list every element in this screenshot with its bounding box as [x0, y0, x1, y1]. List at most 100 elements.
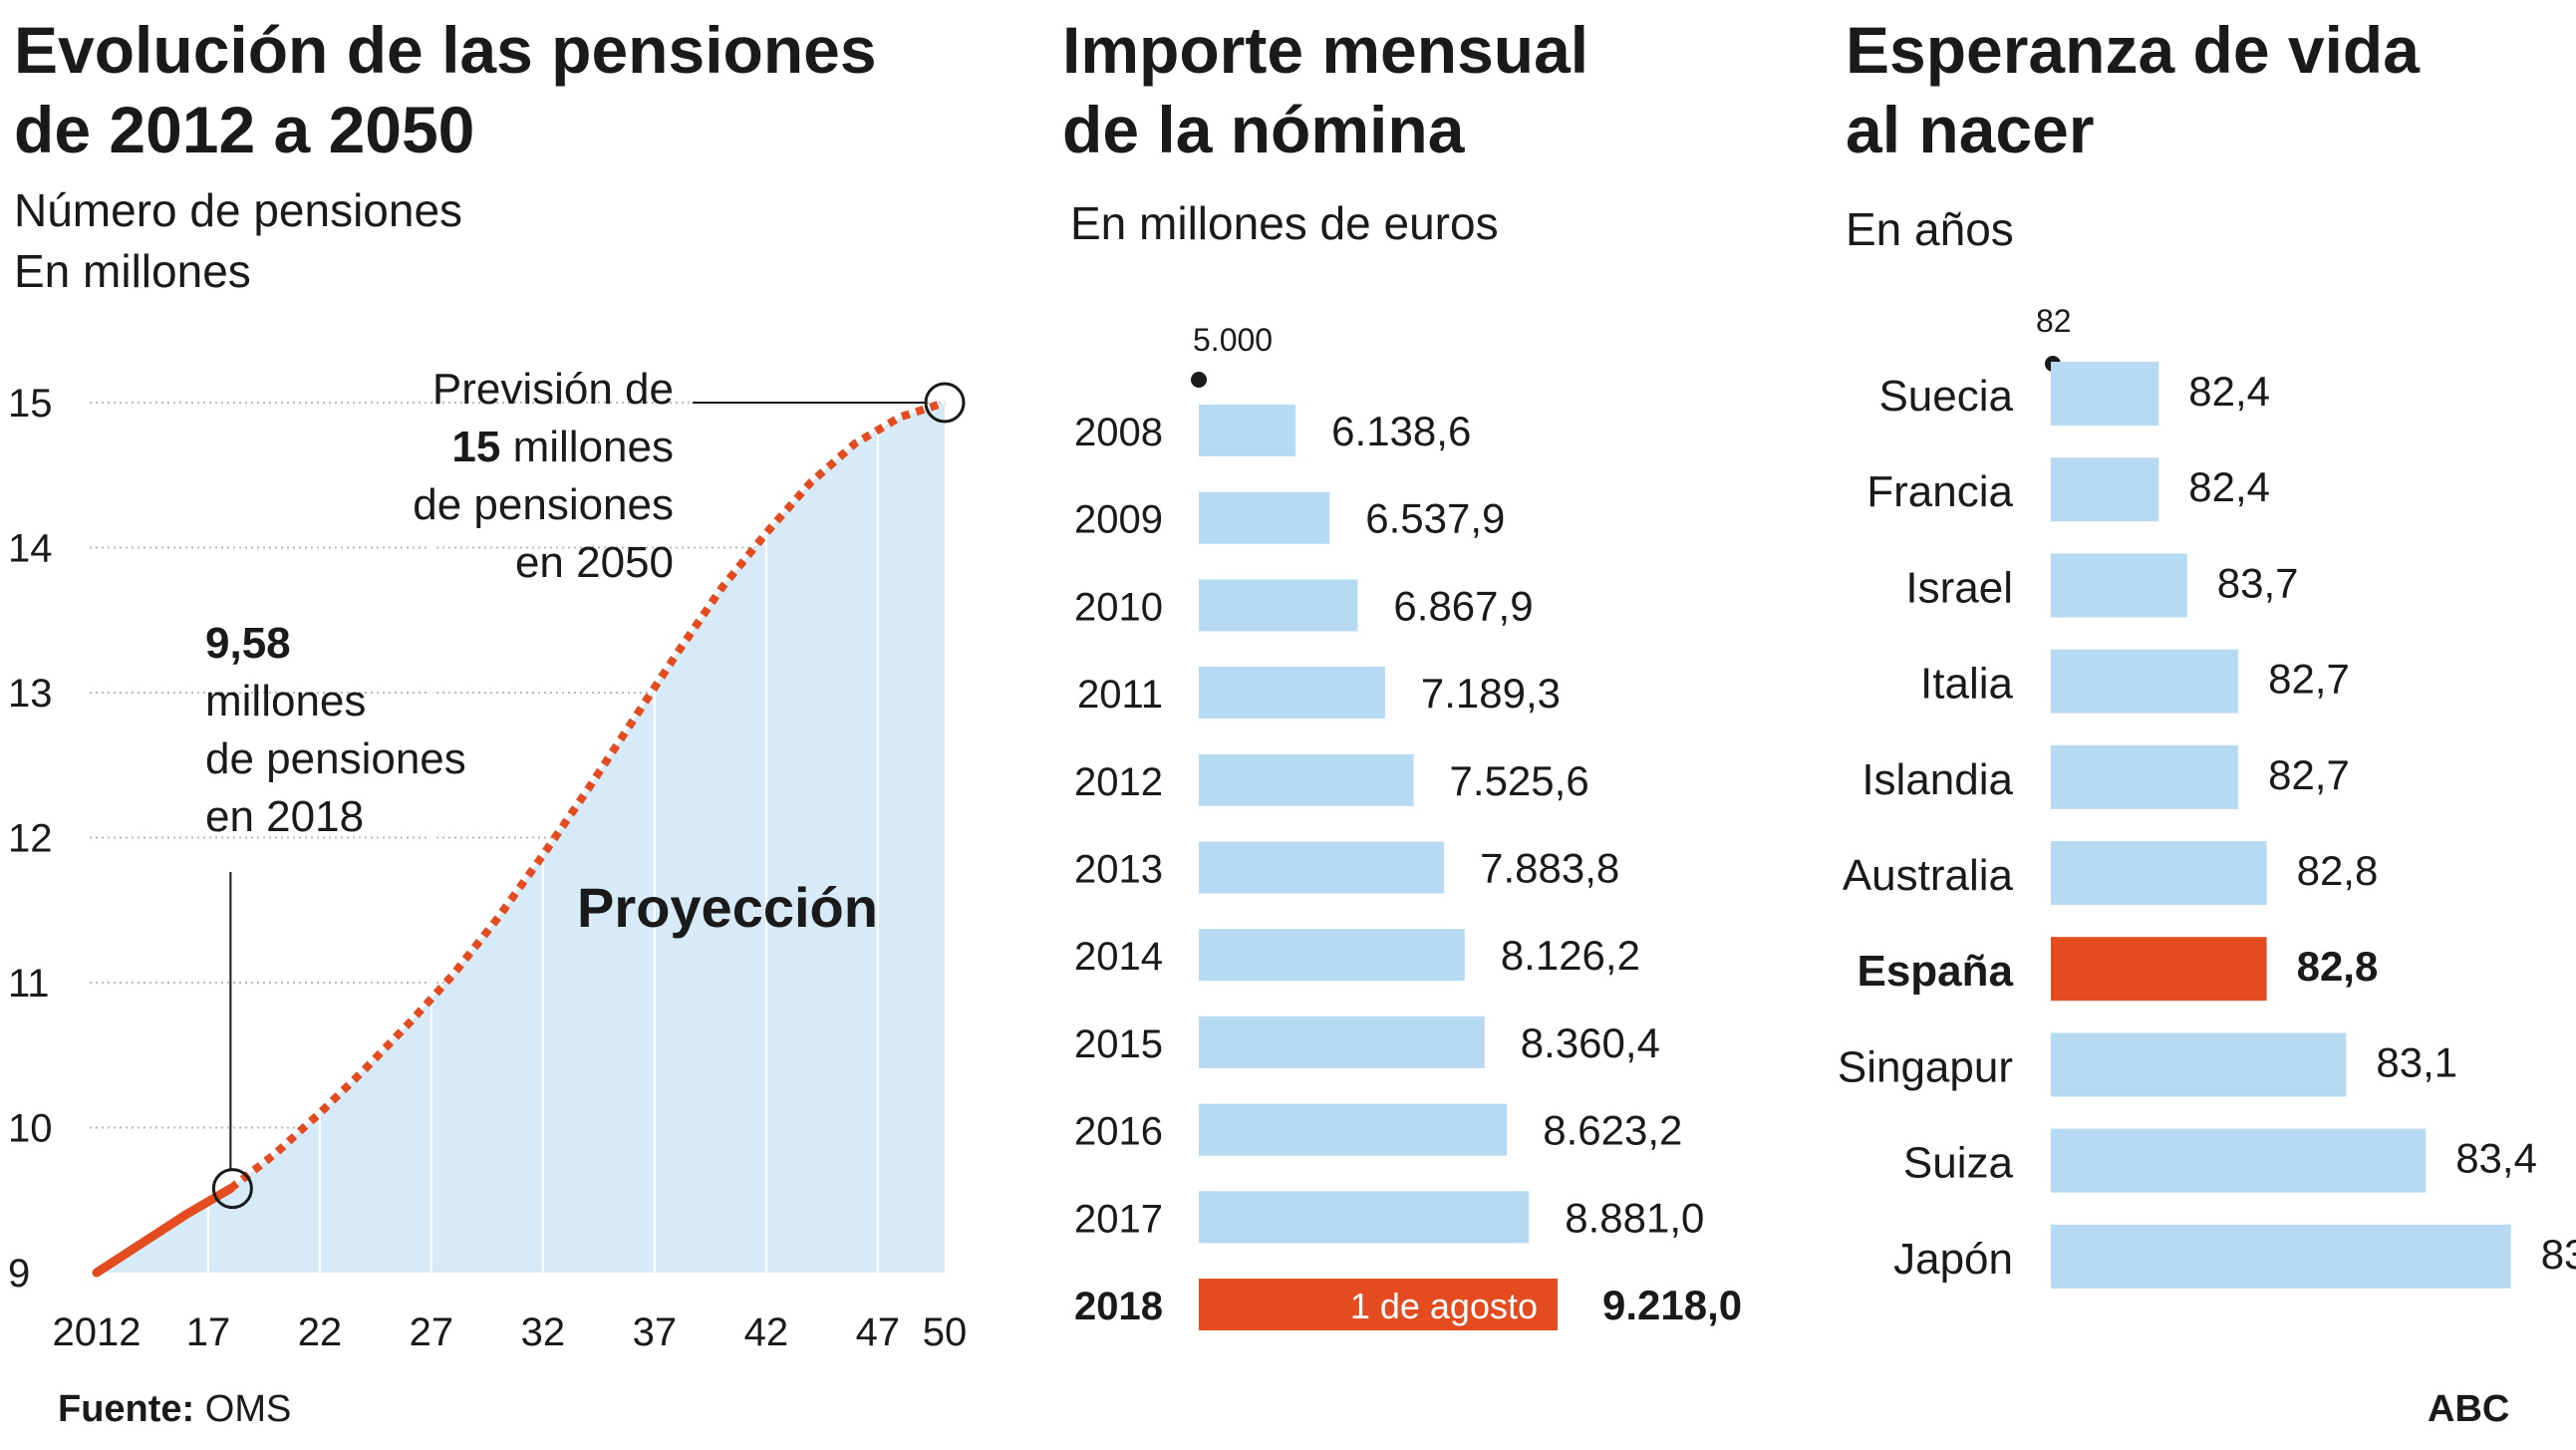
- projection-label: Proyección: [577, 876, 878, 939]
- annotation-2050-line3: de pensiones: [413, 480, 674, 529]
- country-label: España: [1857, 947, 2013, 996]
- value-label: 82,8: [2297, 847, 2379, 894]
- chart3-title: Esperanza de vida al nacer: [1846, 10, 2420, 169]
- annotation-2018-line: de pensiones: [205, 734, 466, 783]
- x-tick-label: 47: [856, 1310, 901, 1354]
- chart2-title-line1: Importe mensual: [1062, 13, 1589, 87]
- axis-start-dot: [1191, 372, 1207, 388]
- payroll-bar: [1199, 491, 1330, 544]
- country-label: Israel: [1905, 563, 2013, 612]
- life-expectancy-bar: [2051, 1032, 2347, 1097]
- year-label: 2010: [1074, 585, 1163, 629]
- year-label: 2017: [1074, 1197, 1163, 1241]
- year-label: 2008: [1074, 411, 1163, 454]
- payroll-bar: [1199, 1279, 1558, 1330]
- source-note: Fuente: OMS: [58, 1387, 291, 1431]
- country-label: Italia: [1920, 660, 2013, 709]
- year-label: 2012: [1074, 760, 1163, 804]
- value-label: 8.881,0: [1565, 1194, 1704, 1241]
- country-label: Francia: [1866, 467, 2013, 516]
- annotation-2050-line2-rest: millones: [500, 423, 674, 471]
- chart2-title: Importe mensual de la nómina: [1062, 10, 1588, 169]
- y-tick-label: 14: [8, 527, 53, 571]
- payroll-bar: [1199, 753, 1414, 806]
- life-expectancy-bar: [2051, 1224, 2511, 1289]
- life-expectancy-bar: [2051, 744, 2239, 809]
- chart1-subtitle: Número de pensiones En millones: [14, 180, 462, 302]
- y-tick-label: 12: [8, 817, 53, 861]
- payroll-bar: [1199, 1191, 1530, 1244]
- x-tick-label: 32: [521, 1310, 566, 1354]
- year-label: 2016: [1074, 1110, 1163, 1154]
- value-label: 82,4: [2188, 463, 2270, 510]
- x-tick-label: 37: [633, 1310, 678, 1354]
- annotation-2018-line: en 2018: [205, 792, 364, 841]
- payroll-bar: [1199, 405, 1296, 456]
- life-expectancy-bar: [2051, 362, 2159, 426]
- life-expectancy-bar: [2051, 457, 2159, 522]
- chart1-subtitle-line1: Número de pensiones: [14, 184, 463, 236]
- year-label: 2018: [1074, 1285, 1163, 1328]
- axis-start-label: 82: [2036, 303, 2072, 339]
- year-label: 2015: [1074, 1022, 1163, 1066]
- year-label: 2011: [1077, 673, 1163, 717]
- source-label: Fuente:: [58, 1388, 195, 1430]
- value-label: 6.537,9: [1365, 495, 1505, 542]
- chart1-title-line2: de 2012 a 2050: [14, 93, 475, 166]
- country-label: Islandia: [1861, 755, 2013, 804]
- value-label: 6.138,6: [1331, 408, 1471, 454]
- chart3-title-line1: Esperanza de vida: [1846, 13, 2420, 87]
- payroll-bar-chart: 5.000 2008 6.138,6 2009 6.537,9 2010 6.867,9 20…: [1074, 322, 1742, 1330]
- chart2-subtitle: En millones de euros: [1070, 193, 1499, 254]
- country-label: Australia: [1843, 851, 2014, 900]
- pensions-line-chart: 9 10 11 12 13 14 15 2012 17 22 27 32 37 42 47 50 9,58 mil…: [8, 365, 967, 1354]
- chart3-subtitle: En años: [1846, 199, 2014, 260]
- life-expectancy-bar: [2051, 1128, 2427, 1193]
- value-label: 7.189,3: [1421, 670, 1561, 717]
- value-label: 83,1: [2376, 1038, 2457, 1085]
- y-tick-label: 13: [8, 672, 53, 716]
- marker-2018: [211, 1168, 253, 1210]
- chart2-subtitle-line1: En millones de euros: [1070, 197, 1499, 249]
- payroll-bar: [1199, 1103, 1508, 1156]
- year-label: 2014: [1074, 935, 1163, 979]
- annotation-2050-line4: en 2050: [515, 538, 674, 587]
- payroll-bar: [1199, 667, 1385, 720]
- country-label: Suiza: [1903, 1139, 2014, 1188]
- life-expectancy-bar: [2051, 649, 2239, 714]
- axis-start-label: 5.000: [1193, 322, 1273, 358]
- value-label: 82,7: [2268, 656, 2350, 703]
- x-tick-label: 27: [410, 1310, 454, 1354]
- annotation-2018-value: 9,58: [205, 619, 291, 668]
- highlight-note: 1 de agosto: [1350, 1286, 1538, 1326]
- source-value: OMS: [194, 1388, 292, 1430]
- year-label: 2013: [1074, 848, 1163, 892]
- y-tick-label: 9: [8, 1252, 30, 1296]
- brand-text: ABC: [2428, 1388, 2510, 1430]
- x-tick-label: 22: [298, 1310, 343, 1354]
- value-label: 82,8: [2297, 943, 2379, 990]
- value-label: 83,4: [2455, 1135, 2537, 1182]
- y-tick-label: 10: [8, 1107, 53, 1151]
- x-tick-label: 2012: [53, 1310, 142, 1354]
- country-label: Japón: [1893, 1235, 2013, 1284]
- x-tick-label: 42: [744, 1310, 789, 1354]
- payroll-bar: [1199, 841, 1445, 894]
- life-expectancy-bar: [2051, 553, 2187, 618]
- brand-logo: ABC: [2428, 1387, 2509, 1431]
- annotation-2050-line2: 15 millones: [451, 423, 674, 471]
- value-label: 83,7: [2217, 559, 2299, 606]
- y-tick-label: 11: [8, 962, 50, 1006]
- annotation-2018-line: millones: [205, 677, 366, 725]
- year-label: 2009: [1074, 498, 1163, 542]
- value-label: 7.525,6: [1450, 757, 1589, 804]
- chart2-title-line2: de la nómina: [1062, 93, 1465, 166]
- projection-area: [97, 403, 945, 1273]
- value-label: 6.867,9: [1393, 582, 1533, 629]
- life-expectancy-bar-chart: 82 Suecia 82,4 Francia 82,4 Israel 83,7 Italia 8…: [1838, 303, 2576, 1289]
- value-label: 82,4: [2188, 368, 2270, 415]
- chart1-title-line1: Evolución de las pensiones: [14, 13, 877, 87]
- x-tick-label: 50: [923, 1310, 968, 1354]
- value-label: 8.126,2: [1501, 932, 1640, 979]
